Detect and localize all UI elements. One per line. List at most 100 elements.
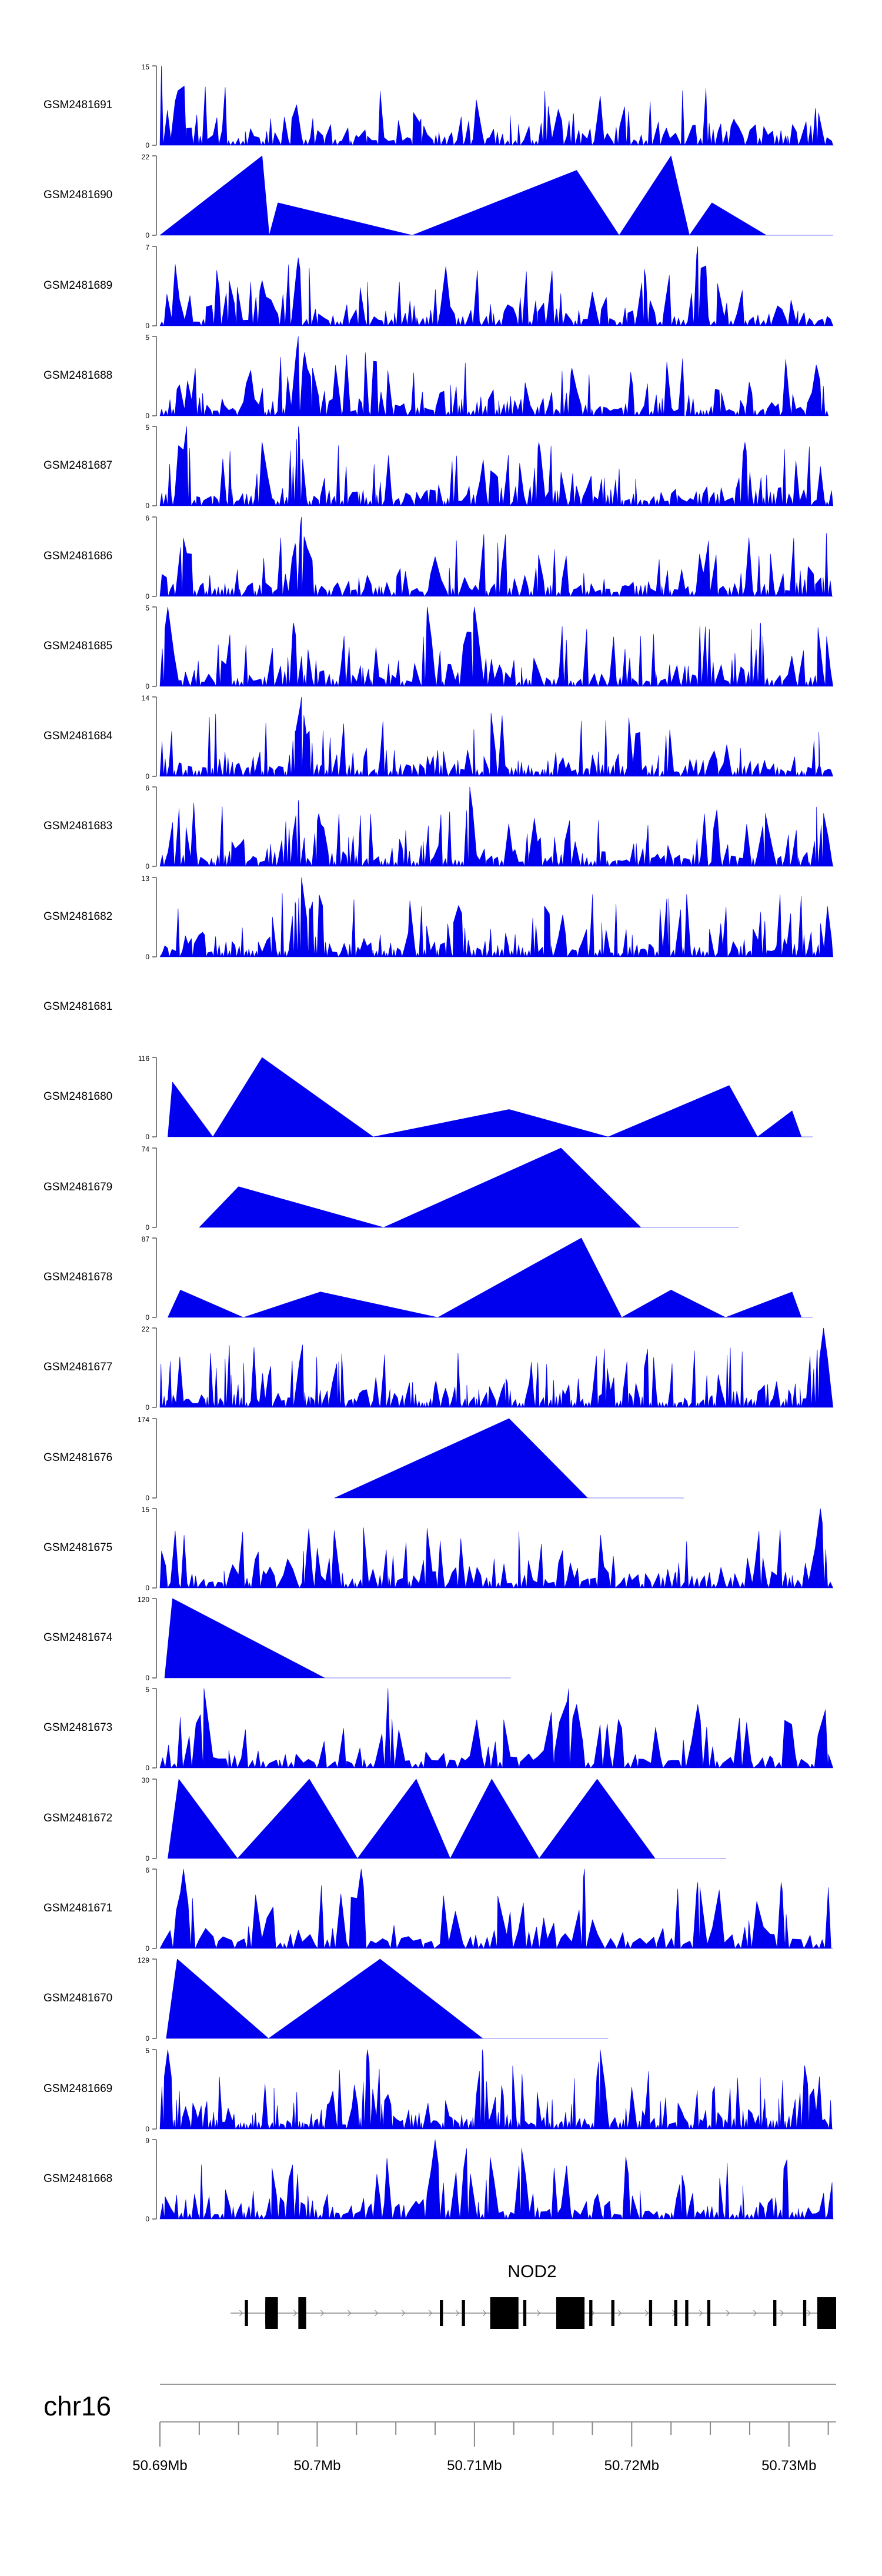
genome-axis-tick-label: 50.69Mb (132, 2458, 187, 2474)
strand-arrow (536, 2310, 541, 2317)
track-label: GSM2481682 (44, 910, 112, 923)
track-label: GSM2481677 (44, 1361, 112, 1373)
track-label: GSM2481685 (44, 640, 112, 652)
strand-arrow (428, 2310, 433, 2317)
track-label: GSM2481690 (44, 189, 112, 201)
strand-arrow (753, 2310, 757, 2317)
coverage-area (168, 1057, 813, 1137)
y-max-label: 5 (145, 2047, 149, 2055)
y-max-label: 7 (145, 243, 149, 252)
y-zero-label: 0 (145, 1403, 149, 1412)
y-zero-label: 0 (145, 1223, 149, 1232)
y-max-label: 6 (145, 1866, 149, 1874)
strand-arrow (807, 2310, 811, 2317)
y-max-label: 174 (138, 1416, 149, 1424)
track-label: GSM2481672 (44, 1812, 112, 1824)
y-zero-label: 0 (145, 1133, 149, 1141)
genome-axis-tick-label: 50.7Mb (293, 2458, 340, 2474)
coverage-area (159, 786, 834, 867)
gene-exon (298, 2297, 306, 2329)
gene-utr (265, 2301, 278, 2325)
track-label: GSM2481681 (44, 1000, 112, 1013)
track-label: GSM2481678 (44, 1271, 112, 1283)
y-zero-label: 0 (145, 2125, 149, 2133)
gene-name-label: NOD2 (507, 2262, 556, 2281)
coverage-area (159, 606, 833, 687)
coverage-area (159, 1868, 833, 1949)
y-max-label: 13 (142, 875, 150, 883)
track-label: GSM2481686 (44, 550, 112, 562)
y-zero-label: 0 (145, 2034, 149, 2043)
y-zero-label: 0 (145, 772, 149, 780)
track-label: GSM2481689 (44, 279, 112, 292)
track-label: GSM2481688 (44, 369, 112, 382)
gene-exon (803, 2300, 807, 2326)
strand-arrow (401, 2310, 406, 2317)
y-max-label: 6 (145, 784, 149, 792)
y-max-label: 129 (138, 1956, 149, 1964)
strand-arrow (780, 2310, 784, 2317)
y-zero-label: 0 (145, 1944, 149, 1953)
track-label: GSM2481671 (44, 1902, 112, 1914)
gene-exon (649, 2300, 653, 2326)
chromosome-label: chr16 (44, 2391, 111, 2421)
strand-arrow (374, 2310, 379, 2317)
y-zero-label: 0 (145, 1764, 149, 1772)
gene-exon (707, 2300, 711, 2326)
y-max-label: 9 (145, 2137, 149, 2145)
genome-axis-tick-label: 50.72Mb (604, 2458, 659, 2474)
track-label: GSM2481680 (44, 1090, 112, 1103)
track-label: GSM2481691 (44, 99, 112, 111)
y-max-label: 5 (145, 604, 149, 612)
coverage-area (159, 2139, 834, 2220)
y-max-label: 22 (142, 1325, 150, 1333)
y-zero-label: 0 (145, 1313, 149, 1322)
coverage-area (159, 877, 833, 957)
coverage-area (159, 1327, 834, 1408)
y-zero-label: 0 (145, 1584, 149, 1592)
y-zero-label: 0 (145, 502, 149, 510)
y-max-label: 14 (142, 694, 150, 702)
track-label: GSM2481679 (44, 1181, 112, 1193)
y-zero-label: 0 (145, 412, 149, 420)
coverage-area (159, 2049, 833, 2130)
y-zero-label: 0 (145, 953, 149, 961)
y-max-label: 74 (142, 1145, 150, 1153)
coverage-area (159, 1508, 833, 1589)
track-label: GSM2481670 (44, 1992, 112, 2004)
y-max-label: 116 (138, 1055, 149, 1063)
strand-arrow (239, 2310, 243, 2317)
y-zero-label: 0 (145, 322, 149, 330)
gene-exon (245, 2300, 248, 2326)
y-zero-label: 0 (145, 2215, 149, 2223)
y-max-label: 30 (142, 1776, 150, 1784)
gene-exon (462, 2300, 465, 2326)
coverage-area (159, 65, 834, 146)
coverage-area (159, 155, 833, 236)
gene-exon (773, 2300, 777, 2326)
strand-arrow (482, 2310, 487, 2317)
coverage-area (334, 1418, 684, 1499)
track-label: GSM2481687 (44, 459, 112, 472)
track-label: GSM2481684 (44, 730, 113, 742)
gene-exon (490, 2297, 519, 2329)
coverage-area (159, 516, 833, 597)
y-zero-label: 0 (145, 862, 149, 870)
coverage-area (199, 1147, 739, 1228)
track-label: GSM2481683 (44, 820, 112, 832)
gene-exon (523, 2300, 527, 2326)
y-max-label: 120 (138, 1596, 149, 1604)
genome-axis-tick-label: 50.71Mb (447, 2458, 502, 2474)
coverage-area (166, 1958, 609, 2039)
y-zero-label: 0 (145, 1854, 149, 1863)
strand-arrow (293, 2310, 298, 2317)
coverage-area (159, 426, 833, 506)
strand-arrow (320, 2310, 325, 2317)
strand-arrow (455, 2310, 460, 2317)
coverage-area (159, 1688, 833, 1769)
y-max-label: 6 (145, 514, 149, 522)
track-label: GSM2481676 (44, 1451, 112, 1464)
y-zero-label: 0 (145, 1494, 149, 1502)
coverage-area (168, 1237, 813, 1318)
y-zero-label: 0 (145, 682, 149, 690)
